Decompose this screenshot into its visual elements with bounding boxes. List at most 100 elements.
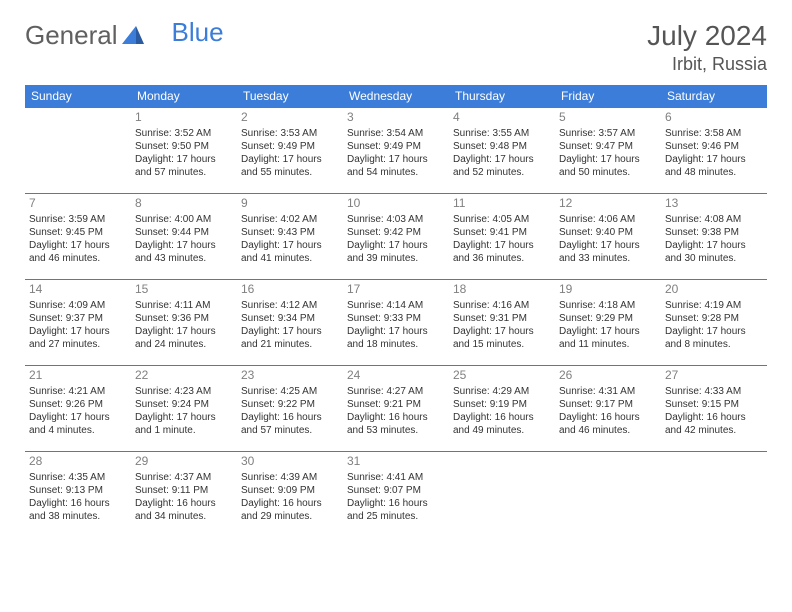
calendar-day-cell: 9Sunrise: 4:02 AMSunset: 9:43 PMDaylight… [237,194,343,280]
daylight-text: Daylight: 17 hours and 39 minutes. [347,239,445,265]
sunset-text: Sunset: 9:13 PM [29,484,127,497]
daylight-text: Daylight: 17 hours and 41 minutes. [241,239,339,265]
calendar-day-cell: 4Sunrise: 3:55 AMSunset: 9:48 PMDaylight… [449,108,555,194]
daylight-text: Daylight: 16 hours and 57 minutes. [241,411,339,437]
calendar-body: 1Sunrise: 3:52 AMSunset: 9:50 PMDaylight… [25,108,767,538]
daylight-text: Daylight: 17 hours and 48 minutes. [665,153,763,179]
sunset-text: Sunset: 9:17 PM [559,398,657,411]
sunrise-text: Sunrise: 4:18 AM [559,299,657,312]
daylight-text: Daylight: 17 hours and 15 minutes. [453,325,551,351]
calendar-day-cell: 14Sunrise: 4:09 AMSunset: 9:37 PMDayligh… [25,280,131,366]
sunrise-text: Sunrise: 4:39 AM [241,471,339,484]
calendar-week-row: 1Sunrise: 3:52 AMSunset: 9:50 PMDaylight… [25,108,767,194]
calendar-day-cell: 26Sunrise: 4:31 AMSunset: 9:17 PMDayligh… [555,366,661,452]
sunrise-text: Sunrise: 3:52 AM [135,127,233,140]
calendar-day-cell: 19Sunrise: 4:18 AMSunset: 9:29 PMDayligh… [555,280,661,366]
sunset-text: Sunset: 9:21 PM [347,398,445,411]
sunset-text: Sunset: 9:48 PM [453,140,551,153]
calendar-day-cell: 12Sunrise: 4:06 AMSunset: 9:40 PMDayligh… [555,194,661,280]
logo: General Blue [25,20,224,51]
day-number: 23 [241,368,339,384]
sunrise-text: Sunrise: 3:55 AM [453,127,551,140]
weekday-header: Wednesday [343,85,449,108]
daylight-text: Daylight: 16 hours and 38 minutes. [29,497,127,523]
day-number: 20 [665,282,763,298]
weekday-header: Monday [131,85,237,108]
day-number: 5 [559,110,657,126]
sunset-text: Sunset: 9:49 PM [241,140,339,153]
weekday-header: Saturday [661,85,767,108]
daylight-text: Daylight: 17 hours and 8 minutes. [665,325,763,351]
sunset-text: Sunset: 9:07 PM [347,484,445,497]
calendar-day-cell: 30Sunrise: 4:39 AMSunset: 9:09 PMDayligh… [237,452,343,538]
calendar-day-cell: 22Sunrise: 4:23 AMSunset: 9:24 PMDayligh… [131,366,237,452]
sunrise-text: Sunrise: 4:08 AM [665,213,763,226]
daylight-text: Daylight: 16 hours and 46 minutes. [559,411,657,437]
calendar-day-cell: 23Sunrise: 4:25 AMSunset: 9:22 PMDayligh… [237,366,343,452]
sunset-text: Sunset: 9:26 PM [29,398,127,411]
daylight-text: Daylight: 16 hours and 25 minutes. [347,497,445,523]
logo-text-blue: Blue [172,17,224,48]
sunrise-text: Sunrise: 4:02 AM [241,213,339,226]
sunrise-text: Sunrise: 4:31 AM [559,385,657,398]
calendar-day-cell: 29Sunrise: 4:37 AMSunset: 9:11 PMDayligh… [131,452,237,538]
day-number: 18 [453,282,551,298]
sunset-text: Sunset: 9:34 PM [241,312,339,325]
daylight-text: Daylight: 16 hours and 42 minutes. [665,411,763,437]
calendar-week-row: 7Sunrise: 3:59 AMSunset: 9:45 PMDaylight… [25,194,767,280]
daylight-text: Daylight: 16 hours and 29 minutes. [241,497,339,523]
logo-text-general: General [25,20,118,51]
calendar-table: Sunday Monday Tuesday Wednesday Thursday… [25,85,767,538]
day-number: 1 [135,110,233,126]
calendar-day-cell: 25Sunrise: 4:29 AMSunset: 9:19 PMDayligh… [449,366,555,452]
calendar-week-row: 14Sunrise: 4:09 AMSunset: 9:37 PMDayligh… [25,280,767,366]
day-number: 25 [453,368,551,384]
calendar-day-cell: 31Sunrise: 4:41 AMSunset: 9:07 PMDayligh… [343,452,449,538]
day-number: 19 [559,282,657,298]
daylight-text: Daylight: 17 hours and 43 minutes. [135,239,233,265]
sunset-text: Sunset: 9:29 PM [559,312,657,325]
sunset-text: Sunset: 9:24 PM [135,398,233,411]
calendar-day-cell: 13Sunrise: 4:08 AMSunset: 9:38 PMDayligh… [661,194,767,280]
sunrise-text: Sunrise: 4:16 AM [453,299,551,312]
sunrise-text: Sunrise: 4:09 AM [29,299,127,312]
sunset-text: Sunset: 9:28 PM [665,312,763,325]
calendar-day-cell: 3Sunrise: 3:54 AMSunset: 9:49 PMDaylight… [343,108,449,194]
weekday-header: Sunday [25,85,131,108]
sunrise-text: Sunrise: 4:00 AM [135,213,233,226]
day-number: 29 [135,454,233,470]
sunset-text: Sunset: 9:36 PM [135,312,233,325]
sunset-text: Sunset: 9:43 PM [241,226,339,239]
day-number: 10 [347,196,445,212]
day-number: 9 [241,196,339,212]
day-number: 28 [29,454,127,470]
calendar-day-cell: 11Sunrise: 4:05 AMSunset: 9:41 PMDayligh… [449,194,555,280]
day-number: 22 [135,368,233,384]
calendar-day-cell: 27Sunrise: 4:33 AMSunset: 9:15 PMDayligh… [661,366,767,452]
sunset-text: Sunset: 9:22 PM [241,398,339,411]
daylight-text: Daylight: 17 hours and 57 minutes. [135,153,233,179]
sunrise-text: Sunrise: 4:05 AM [453,213,551,226]
daylight-text: Daylight: 17 hours and 52 minutes. [453,153,551,179]
sunset-text: Sunset: 9:33 PM [347,312,445,325]
sunrise-text: Sunrise: 4:35 AM [29,471,127,484]
day-number: 30 [241,454,339,470]
sunrise-text: Sunrise: 4:23 AM [135,385,233,398]
sunset-text: Sunset: 9:09 PM [241,484,339,497]
day-number: 13 [665,196,763,212]
calendar-day-cell: 7Sunrise: 3:59 AMSunset: 9:45 PMDaylight… [25,194,131,280]
sunset-text: Sunset: 9:42 PM [347,226,445,239]
calendar-day-cell: 10Sunrise: 4:03 AMSunset: 9:42 PMDayligh… [343,194,449,280]
calendar-day-cell: 2Sunrise: 3:53 AMSunset: 9:49 PMDaylight… [237,108,343,194]
sunset-text: Sunset: 9:15 PM [665,398,763,411]
location: Irbit, Russia [647,54,767,75]
title-block: July 2024 Irbit, Russia [647,20,767,75]
sunrise-text: Sunrise: 3:57 AM [559,127,657,140]
calendar-day-cell: 8Sunrise: 4:00 AMSunset: 9:44 PMDaylight… [131,194,237,280]
daylight-text: Daylight: 17 hours and 24 minutes. [135,325,233,351]
calendar-day-cell [449,452,555,538]
sunrise-text: Sunrise: 4:21 AM [29,385,127,398]
sunset-text: Sunset: 9:50 PM [135,140,233,153]
sunrise-text: Sunrise: 4:14 AM [347,299,445,312]
sunrise-text: Sunrise: 4:37 AM [135,471,233,484]
